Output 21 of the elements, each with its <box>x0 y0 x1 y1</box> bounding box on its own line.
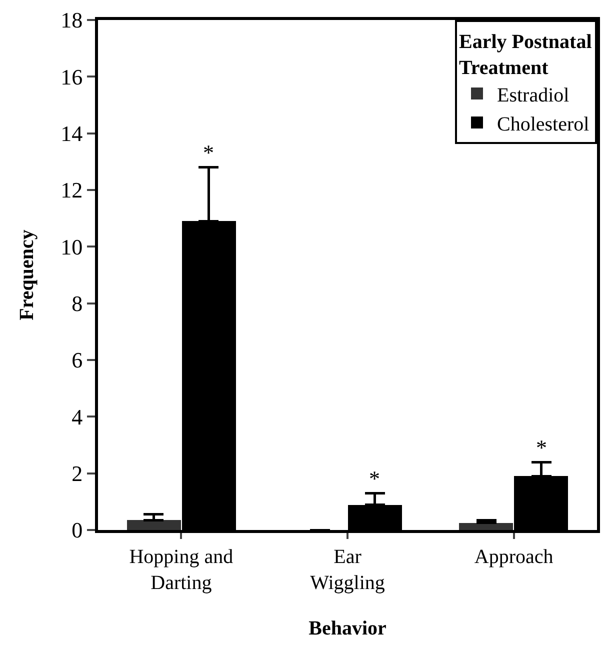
y-axis-title: Frequency <box>16 230 38 320</box>
x-axis-title: Behavior <box>308 618 387 640</box>
x-tick-label: Hopping and Darting <box>129 546 234 594</box>
x-tick-label: Approach <box>474 546 554 568</box>
y-tick-label: 2 <box>72 461 83 486</box>
y-tick-label: 10 <box>60 234 83 260</box>
y-tick-label: 16 <box>60 64 83 90</box>
legend-label: Estradiol <box>497 84 570 106</box>
y-tick-label: 6 <box>72 348 83 373</box>
annotation: * <box>203 140 214 165</box>
annotation: * <box>369 466 380 491</box>
legend-title: Early Postnatal Treatment <box>459 31 592 79</box>
y-tick-label: 0 <box>72 518 83 543</box>
x-tick-label: Ear Wiggling <box>310 546 385 594</box>
y-tick-label: 12 <box>60 178 83 203</box>
y-tick-label: 8 <box>72 291 83 316</box>
y-tick-label: 4 <box>72 404 83 430</box>
annotation: * <box>536 435 547 460</box>
y-tick-label: 18 <box>60 8 83 33</box>
legend-label: Cholesterol <box>497 113 590 136</box>
y-tick-label: 14 <box>60 121 83 146</box>
